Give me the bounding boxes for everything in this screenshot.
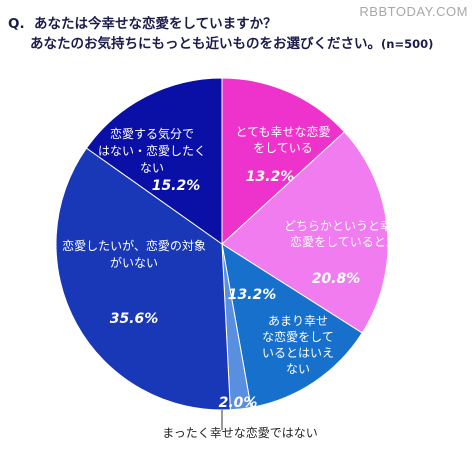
slice-label-1: とても幸せな恋愛をしている bbox=[235, 124, 330, 155]
sample-size: (n=500) bbox=[381, 37, 434, 51]
pie-slice-3 bbox=[221, 242, 363, 409]
question-line1: あなたは今幸せな恋愛をしていますか？ bbox=[34, 16, 277, 32]
slice-label-5: 恋愛したいが、恋愛の対象がいない bbox=[62, 238, 206, 270]
slice-label-6: 恋愛する気分ではない・恋愛したくない bbox=[98, 126, 206, 175]
pie-slice-1 bbox=[221, 77, 346, 246]
slice-value-2: 20.8% bbox=[312, 271, 361, 287]
slice-label-2: どちらかというと幸せな恋愛をしていると思う bbox=[284, 219, 416, 249]
pie-slice-6 bbox=[85, 77, 223, 245]
slice-value-3: 13.2% bbox=[228, 287, 277, 303]
question-prefix: Q. bbox=[8, 16, 25, 32]
slice-value-1: 13.2% bbox=[246, 169, 295, 185]
pie-slice-2 bbox=[221, 131, 389, 334]
pie-slice-5 bbox=[55, 147, 231, 411]
pie-slices bbox=[55, 77, 389, 411]
slice-value-5: 35.6% bbox=[110, 311, 159, 327]
slice-value-6: 15.2% bbox=[152, 178, 201, 194]
slice-value-4: 2.0% bbox=[219, 395, 258, 411]
watermark: RBBTODAY.COM bbox=[359, 4, 468, 19]
slice-label-3: あまり幸せな恋愛をしているとはいえない bbox=[262, 314, 334, 376]
question-title: Q. あなたは今幸せな恋愛をしていますか？ あなたのお気持ちにもっとも近いものを… bbox=[8, 14, 433, 54]
pie-labels: とても幸せな恋愛をしている 13.2% どちらかというと幸せな恋愛をしていると思う 2… bbox=[62, 124, 416, 440]
question-line2: あなたのお気持ちにもっとも近いものをお選びください。 bbox=[30, 36, 381, 52]
slice-label-4: まったく幸せな恋愛ではない bbox=[162, 425, 318, 440]
